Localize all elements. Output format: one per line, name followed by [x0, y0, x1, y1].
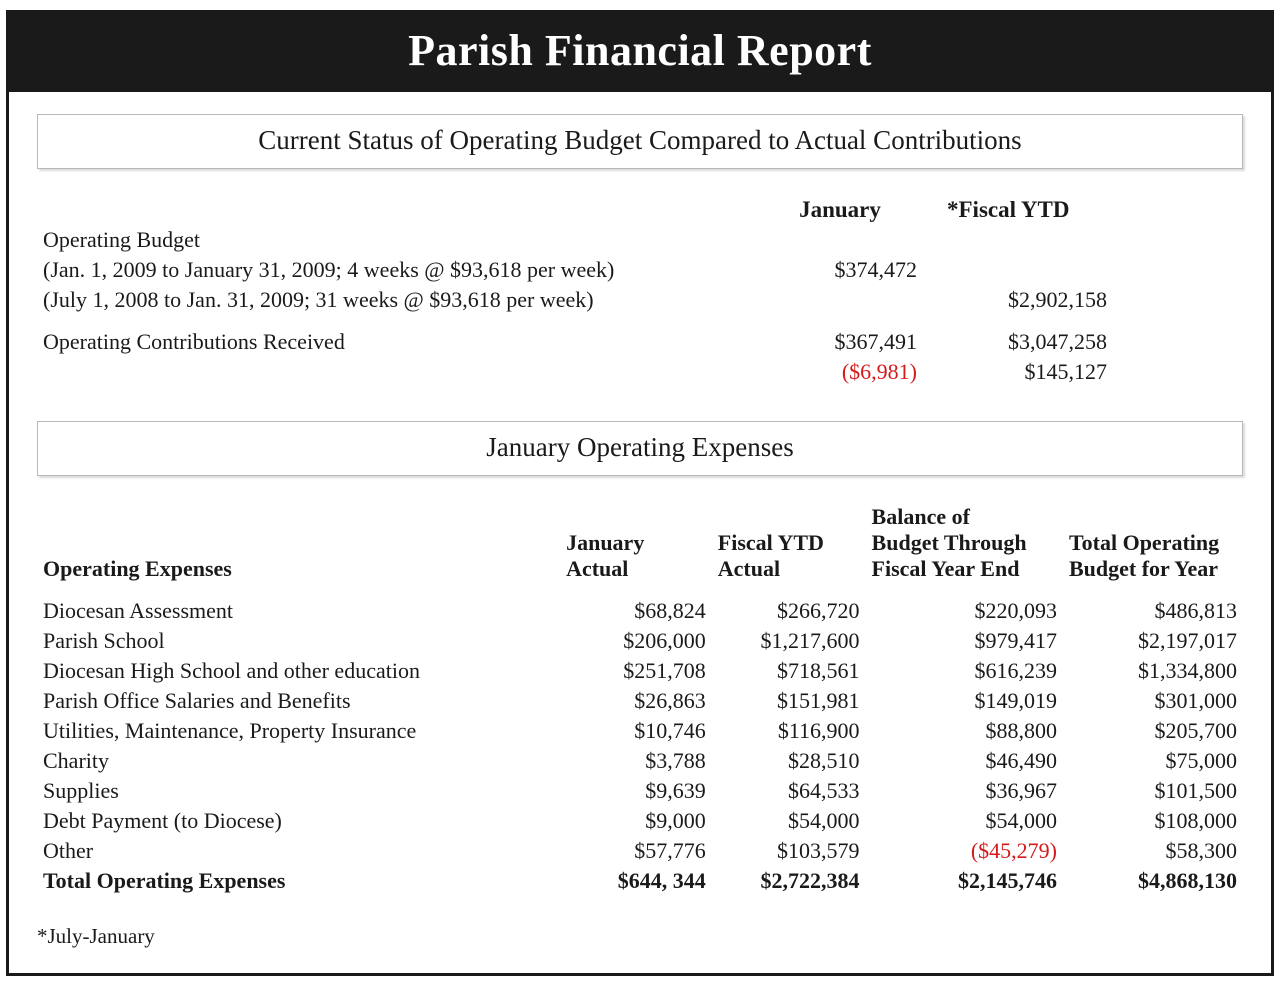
exp-label: Utilities, Maintenance, Property Insuran…	[37, 716, 560, 746]
exp-c4: $486,813	[1063, 596, 1243, 626]
exp-c4: $58,300	[1063, 836, 1243, 866]
exp-c2: $1,217,600	[712, 626, 866, 656]
exp-c4: $101,500	[1063, 776, 1243, 806]
exp-c3: $54,000	[866, 806, 1063, 836]
budget-comparison-table: January *Fiscal YTD Operating Budget (Ja…	[37, 195, 1243, 387]
exp-c3: $88,800	[866, 716, 1063, 746]
table-row: Parish School$206,000$1,217,600$979,417$…	[37, 626, 1243, 656]
table-row: Supplies$9,639$64,533$36,967$101,500	[37, 776, 1243, 806]
exp-c3: $36,967	[866, 776, 1063, 806]
exp-c4: $301,000	[1063, 686, 1243, 716]
contrib-label: Operating Contributions Received	[37, 327, 757, 357]
exp-label: Supplies	[37, 776, 560, 806]
variance-ytd: $145,127	[937, 357, 1137, 387]
exp-header-label: Operating Expenses	[37, 502, 560, 596]
exp-header-c3: Balance ofBudget ThroughFiscal Year End	[866, 502, 1063, 596]
exp-total-label: Total Operating Expenses	[37, 866, 560, 896]
table-row: Diocesan Assessment$68,824$266,720$220,0…	[37, 596, 1243, 626]
exp-c2: $64,533	[712, 776, 866, 806]
exp-c1: $57,776	[560, 836, 712, 866]
exp-c1: $10,746	[560, 716, 712, 746]
exp-c3: $220,093	[866, 596, 1063, 626]
exp-header-c2: Fiscal YTDActual	[712, 502, 866, 596]
exp-label: Debt Payment (to Diocese)	[37, 806, 560, 836]
exp-c1: $206,000	[560, 626, 712, 656]
section2-heading: January Operating Expenses	[37, 421, 1243, 476]
exp-label: Other	[37, 836, 560, 866]
budget-line1-jan: $374,472	[757, 255, 937, 285]
exp-c2: $151,981	[712, 686, 866, 716]
exp-label: Diocesan High School and other education	[37, 656, 560, 686]
table-row: Parish Office Salaries and Benefits$26,8…	[37, 686, 1243, 716]
table-row: Diocesan High School and other education…	[37, 656, 1243, 686]
exp-c1: $3,788	[560, 746, 712, 776]
exp-c3: ($45,279)	[866, 836, 1063, 866]
exp-c2: $28,510	[712, 746, 866, 776]
contrib-ytd: $3,047,258	[937, 327, 1137, 357]
table-row-total: Total Operating Expenses$644, 344$2,722,…	[37, 866, 1243, 896]
exp-c4: $1,334,800	[1063, 656, 1243, 686]
exp-c4: $75,000	[1063, 746, 1243, 776]
col-header-january: January	[757, 195, 937, 225]
exp-c2: $266,720	[712, 596, 866, 626]
exp-c2: $54,000	[712, 806, 866, 836]
exp-c3: $979,417	[866, 626, 1063, 656]
exp-total-c4: $4,868,130	[1063, 866, 1243, 896]
budget-line2-desc: (July 1, 2008 to Jan. 31, 2009; 31 weeks…	[37, 285, 757, 315]
section1-heading: Current Status of Operating Budget Compa…	[37, 114, 1243, 169]
report-content: Current Status of Operating Budget Compa…	[9, 92, 1271, 973]
exp-header-c1: JanuaryActual	[560, 502, 712, 596]
exp-label: Diocesan Assessment	[37, 596, 560, 626]
exp-c1: $251,708	[560, 656, 712, 686]
variance-jan: ($6,981)	[757, 357, 937, 387]
budget-line2-ytd: $2,902,158	[937, 285, 1137, 315]
exp-total-c1: $644, 344	[560, 866, 712, 896]
budget-line2-jan	[757, 285, 937, 315]
exp-c4: $205,700	[1063, 716, 1243, 746]
exp-c3: $616,239	[866, 656, 1063, 686]
exp-c1: $26,863	[560, 686, 712, 716]
col-header-fiscal-ytd: *Fiscal YTD	[937, 195, 1137, 225]
footnote: *July-January	[37, 924, 1243, 949]
exp-c2: $718,561	[712, 656, 866, 686]
table-row: Other$57,776$103,579($45,279)$58,300	[37, 836, 1243, 866]
exp-c2: $103,579	[712, 836, 866, 866]
exp-c3: $46,490	[866, 746, 1063, 776]
exp-c4: $2,197,017	[1063, 626, 1243, 656]
budget-label: Operating Budget	[37, 225, 757, 255]
exp-header-c4: Total OperatingBudget for Year	[1063, 502, 1243, 596]
exp-total-c2: $2,722,384	[712, 866, 866, 896]
exp-label: Parish School	[37, 626, 560, 656]
report-title: Parish Financial Report	[9, 13, 1271, 92]
exp-total-c3: $2,145,746	[866, 866, 1063, 896]
exp-c2: $116,900	[712, 716, 866, 746]
budget-line1-desc: (Jan. 1, 2009 to January 31, 2009; 4 wee…	[37, 255, 757, 285]
exp-c4: $108,000	[1063, 806, 1243, 836]
table-row: Utilities, Maintenance, Property Insuran…	[37, 716, 1243, 746]
exp-c3: $149,019	[866, 686, 1063, 716]
report-frame: Parish Financial Report Current Status o…	[6, 10, 1274, 976]
operating-expenses-table: Operating Expenses JanuaryActual Fiscal …	[37, 502, 1243, 896]
exp-c1: $68,824	[560, 596, 712, 626]
table-row: Charity$3,788$28,510$46,490$75,000	[37, 746, 1243, 776]
exp-label: Charity	[37, 746, 560, 776]
exp-c1: $9,000	[560, 806, 712, 836]
table-row: Debt Payment (to Diocese)$9,000$54,000$5…	[37, 806, 1243, 836]
exp-label: Parish Office Salaries and Benefits	[37, 686, 560, 716]
exp-c1: $9,639	[560, 776, 712, 806]
contrib-jan: $367,491	[757, 327, 937, 357]
budget-line1-ytd	[937, 255, 1137, 285]
